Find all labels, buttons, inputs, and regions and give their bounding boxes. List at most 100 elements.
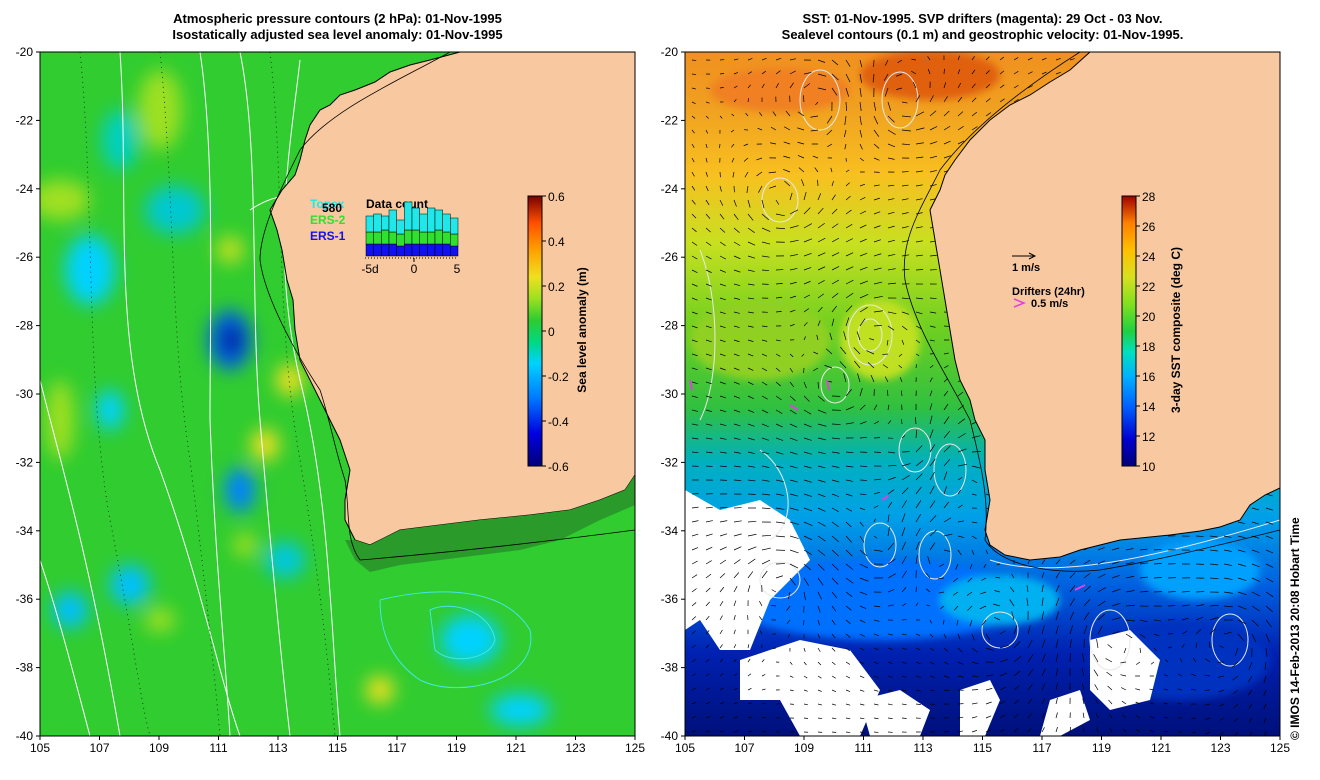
- velocity-vector: [1055, 653, 1059, 663]
- velocity-vector: [1135, 701, 1141, 705]
- velocity-vector: [761, 659, 765, 663]
- velocity-vector: [901, 487, 909, 495]
- velocity-vector: [929, 647, 935, 651]
- velocity-vector: [719, 241, 726, 246]
- inset-legend: Topex ERS-2 ERS-1: [310, 197, 346, 243]
- velocity-vector: [1041, 71, 1047, 75]
- velocity-vector: [1139, 576, 1149, 579]
- velocity-vector: [845, 493, 853, 497]
- velocity-vector: [1081, 668, 1085, 677]
- velocity-vector: [745, 112, 749, 117]
- velocity-vector: [691, 616, 697, 621]
- velocity-vector: [1263, 675, 1267, 683]
- velocity-vector: [1106, 671, 1113, 677]
- velocity-vector: [859, 647, 865, 651]
- velocity-vector: [761, 479, 770, 482]
- velocity-vector: [1251, 605, 1260, 612]
- velocity-vector: [789, 209, 799, 215]
- velocity-vector: [817, 549, 826, 556]
- velocity-vector: [1041, 712, 1045, 719]
- velocity-vector: [845, 238, 853, 243]
- y-tick-label: -30: [16, 387, 34, 401]
- velocity-vector: [775, 353, 781, 357]
- velocity-vector: [1237, 619, 1247, 625]
- velocity-vector: [705, 701, 710, 705]
- velocity-vector: [803, 689, 808, 692]
- velocity-vector: [1055, 71, 1061, 75]
- velocity-vector: [757, 127, 763, 131]
- velocity-vector: [983, 563, 987, 568]
- velocity-vector: [801, 179, 805, 187]
- velocity-vector: [1248, 661, 1253, 670]
- velocity-vector: [873, 115, 879, 125]
- velocity-vector: [803, 409, 812, 415]
- velocity-vector: [856, 331, 861, 341]
- velocity-vector: [789, 521, 799, 525]
- velocity-vector: [857, 373, 861, 383]
- velocity-vector: [971, 647, 978, 653]
- velocity-vector: [719, 716, 725, 719]
- velocity-vector: [901, 325, 908, 331]
- velocity-vector: [733, 255, 741, 260]
- left-title-line2: Isostatically adjusted sea level anomaly…: [172, 27, 503, 42]
- velocity-vector: [817, 703, 823, 706]
- velocity-vector: [761, 57, 767, 61]
- velocity-vector: [761, 409, 769, 414]
- velocity-vector: [873, 633, 879, 637]
- velocity-vector: [719, 297, 726, 301]
- velocity-vector: [691, 701, 697, 705]
- shelf-contour-right: [903, 52, 1280, 572]
- velocity-vector: [884, 376, 889, 383]
- velocity-vector: [719, 255, 727, 260]
- velocity-vector: [873, 211, 881, 215]
- velocity-vector: [761, 353, 768, 357]
- right-title-line2: Sealevel contours (0.1 m) and geostrophi…: [781, 27, 1184, 42]
- velocity-vector: [784, 180, 791, 187]
- velocity-vector: [1013, 728, 1019, 733]
- velocity-vector: [705, 573, 712, 579]
- velocity-vector: [999, 686, 1007, 691]
- velocity-vector: [803, 577, 809, 586]
- velocity-vector: [831, 731, 837, 733]
- velocity-vector: [1027, 669, 1034, 677]
- velocity-vector: [817, 563, 825, 571]
- velocity-vector: [705, 171, 708, 177]
- velocity-vector: [789, 507, 799, 511]
- velocity-vector: [733, 687, 738, 691]
- velocity-vector: [772, 111, 777, 117]
- inset-bar-ers2: [419, 231, 428, 245]
- colorbar-tick-label: 10: [1142, 460, 1156, 474]
- sla-colorbar: [527, 195, 543, 467]
- velocity-vector: [817, 647, 821, 652]
- velocity-vector: [867, 362, 875, 369]
- velocity-vector: [957, 140, 965, 145]
- velocity-vector: [985, 84, 991, 89]
- velocity-vector: [1111, 630, 1120, 635]
- velocity-vector: [943, 82, 947, 89]
- velocity-vector: [1041, 625, 1045, 635]
- velocity-vector: [1179, 658, 1183, 663]
- velocity-vector: [1251, 577, 1260, 582]
- velocity-vector: [743, 157, 749, 162]
- velocity-vector: [1013, 98, 1019, 103]
- velocity-vector: [985, 70, 990, 75]
- velocity-vector: [691, 59, 697, 61]
- velocity-vector: [758, 616, 763, 621]
- inset-bar-ers2: [442, 231, 451, 245]
- velocity-vector: [747, 98, 750, 103]
- velocity-vector: [981, 619, 987, 626]
- velocity-vector: [691, 588, 697, 593]
- velocity-vector: [746, 185, 749, 193]
- inset-bar-ers1: [434, 243, 443, 257]
- velocity-vector: [882, 364, 889, 369]
- velocity-vector: [831, 717, 837, 720]
- velocity-vector: [873, 184, 880, 187]
- velocity-vector: [786, 619, 791, 624]
- velocity-vector: [719, 115, 723, 119]
- velocity-vector: [843, 331, 847, 341]
- velocity-vector: [1248, 703, 1253, 709]
- velocity-vector: [1265, 507, 1273, 511]
- velocity-vector: [929, 472, 935, 481]
- velocity-vector: [957, 633, 961, 640]
- velocity-vector: [980, 591, 987, 595]
